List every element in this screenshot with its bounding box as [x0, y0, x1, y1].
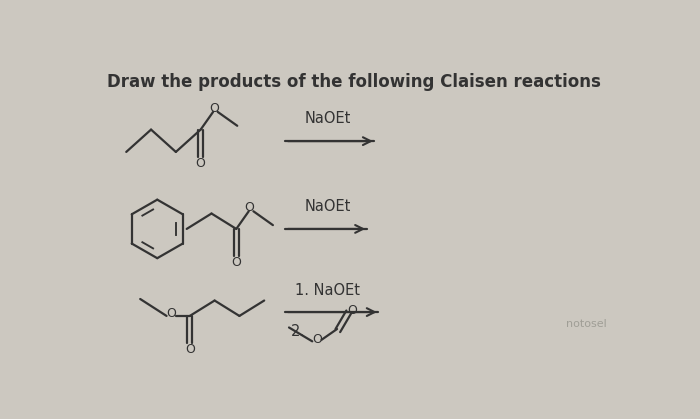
- Text: O: O: [232, 256, 242, 269]
- Text: O: O: [196, 157, 206, 170]
- Text: NaOEt: NaOEt: [304, 199, 351, 214]
- Text: O: O: [209, 101, 219, 114]
- Text: notosel: notosel: [566, 318, 607, 328]
- Text: 2.: 2.: [290, 323, 304, 339]
- Text: Draw the products of the following Claisen reactions: Draw the products of the following Clais…: [107, 73, 601, 91]
- Text: O: O: [167, 307, 176, 320]
- Text: O: O: [348, 304, 358, 317]
- Text: O: O: [185, 343, 195, 356]
- Text: O: O: [312, 333, 322, 346]
- Text: O: O: [244, 201, 255, 214]
- Text: 1. NaOEt: 1. NaOEt: [295, 283, 360, 298]
- Text: NaOEt: NaOEt: [304, 111, 351, 126]
